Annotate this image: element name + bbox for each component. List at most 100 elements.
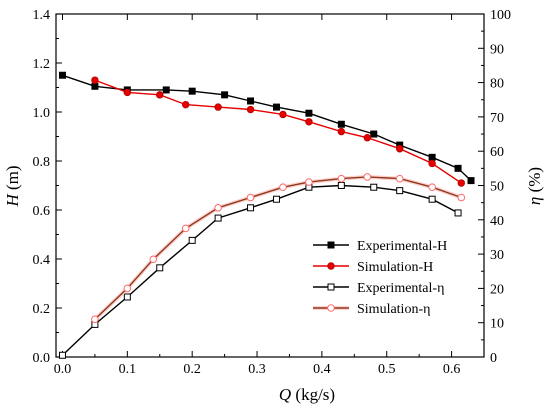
series-layer — [58, 71, 475, 359]
y-right-tick-label: 50 — [490, 180, 504, 195]
x-axis: 0.0 0.1 0.2 0.3 0.4 0.5 0.6 — [54, 14, 485, 377]
series-4 — [91, 173, 466, 324]
data-point — [156, 264, 164, 272]
y-left-tick-label: 1.0 — [33, 106, 51, 121]
y-right-tick-label: 80 — [490, 77, 504, 92]
data-point — [91, 315, 99, 324]
y-right-tick-label: 20 — [490, 282, 504, 297]
data-point — [272, 103, 280, 111]
data-point — [58, 351, 66, 359]
data-point — [337, 120, 345, 128]
data-point — [305, 109, 313, 117]
x-tick-label: 0.4 — [313, 362, 331, 377]
data-point — [363, 134, 371, 142]
data-point — [337, 174, 346, 183]
legend-label: Experimental-η — [357, 281, 444, 296]
legend: Experimental-H Simulation-H Experimental-η… — [313, 239, 447, 317]
y-axis-left-unit: (m) — [3, 165, 22, 194]
x-tick-label: 0.5 — [378, 362, 396, 377]
data-point — [305, 118, 313, 126]
data-point — [181, 224, 190, 233]
data-point — [91, 76, 99, 84]
data-point — [188, 87, 196, 95]
data-point — [457, 193, 466, 202]
series-line — [62, 184, 459, 356]
y-right-tick-label: 40 — [490, 214, 504, 229]
data-point — [337, 182, 345, 189]
data-point — [221, 91, 229, 99]
data-point — [58, 71, 66, 79]
data-point — [156, 91, 164, 99]
y-axis-right-title: η (%) — [525, 167, 544, 205]
y-right-tick-label: 60 — [490, 145, 504, 160]
legend-item: Experimental-η — [313, 281, 444, 296]
legend-swatch-marker — [327, 262, 335, 270]
legend-label: Simulation-η — [357, 302, 430, 317]
x-tick-label: 0.2 — [183, 362, 201, 377]
data-point — [467, 177, 475, 185]
legend-item: Simulation-H — [313, 260, 433, 275]
legend-swatch-marker — [327, 283, 335, 291]
data-point — [123, 284, 132, 293]
data-point — [370, 130, 378, 138]
y-left-tick-label: 1.4 — [33, 8, 51, 23]
series-1 — [58, 71, 475, 185]
data-point — [246, 105, 255, 114]
data-point — [457, 179, 466, 187]
data-point — [454, 164, 462, 172]
y-left-tick-label: 0.2 — [33, 302, 51, 317]
x-axis-title: Q (kg/s) — [279, 385, 335, 404]
data-point — [305, 178, 313, 186]
y-left-tick-label: 0.8 — [33, 155, 51, 170]
data-point — [428, 159, 436, 168]
data-point — [246, 193, 255, 202]
data-point — [123, 293, 131, 301]
y-left-tick-label: 0.4 — [33, 253, 51, 268]
legend-swatch-marker — [327, 304, 335, 312]
data-point — [395, 174, 404, 183]
y-axis-left-symbol: H — [3, 193, 22, 208]
y-left-tick-label: 0.0 — [33, 351, 51, 366]
y-axis-left-title: H (m) — [3, 165, 22, 207]
x-tick-label: 0.6 — [443, 362, 461, 377]
data-point — [428, 195, 436, 203]
x-axis-unit: (kg/s) — [291, 385, 335, 404]
data-point — [214, 203, 222, 212]
y-right-tick-label: 0 — [490, 351, 497, 366]
data-point — [337, 127, 346, 136]
legend-label: Simulation-H — [357, 260, 433, 275]
series-3 — [58, 182, 462, 359]
data-point — [214, 103, 222, 111]
data-point — [370, 183, 378, 191]
data-point — [279, 183, 287, 192]
y-right-tick-label: 10 — [490, 317, 504, 332]
data-point — [247, 204, 255, 212]
data-point — [272, 195, 280, 203]
data-point — [91, 82, 99, 90]
data-point — [214, 214, 222, 222]
y-axis-right-unit: (%) — [525, 167, 544, 197]
data-point — [428, 183, 436, 192]
y-axis-right: 0 10 20 30 40 50 60 70 80 90 100 — [478, 8, 511, 366]
y-right-tick-label: 30 — [490, 248, 504, 263]
data-point — [149, 255, 158, 264]
legend-swatch-marker — [327, 241, 335, 249]
legend-item: Simulation-η — [313, 302, 430, 317]
y-axis-right-symbol: η — [525, 197, 544, 205]
x-tick-label: 0.0 — [54, 362, 72, 377]
data-point — [247, 97, 255, 105]
data-point — [123, 88, 132, 97]
data-point — [428, 153, 436, 161]
data-point — [162, 86, 170, 94]
legend-item: Experimental-H — [313, 239, 447, 254]
data-point — [395, 145, 404, 153]
x-axis-symbol: Q — [279, 385, 291, 404]
data-point — [454, 209, 462, 217]
x-tick-label: 0.1 — [119, 362, 137, 377]
data-point — [396, 187, 404, 195]
data-point — [363, 173, 372, 181]
data-point — [181, 100, 190, 109]
x-tick-label: 0.3 — [248, 362, 266, 377]
y-right-tick-label: 100 — [490, 8, 511, 23]
